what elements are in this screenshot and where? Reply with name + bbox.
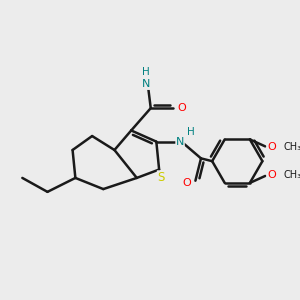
Text: O: O (178, 103, 186, 113)
Text: S: S (158, 171, 165, 184)
Text: O: O (182, 178, 191, 188)
Text: N: N (142, 80, 150, 89)
Text: N: N (176, 136, 184, 147)
Text: CH₃: CH₃ (283, 170, 300, 180)
Text: O: O (267, 170, 276, 180)
Text: O: O (267, 142, 276, 152)
Text: H: H (142, 68, 150, 77)
Text: CH₃: CH₃ (283, 142, 300, 152)
Text: H: H (187, 127, 195, 137)
